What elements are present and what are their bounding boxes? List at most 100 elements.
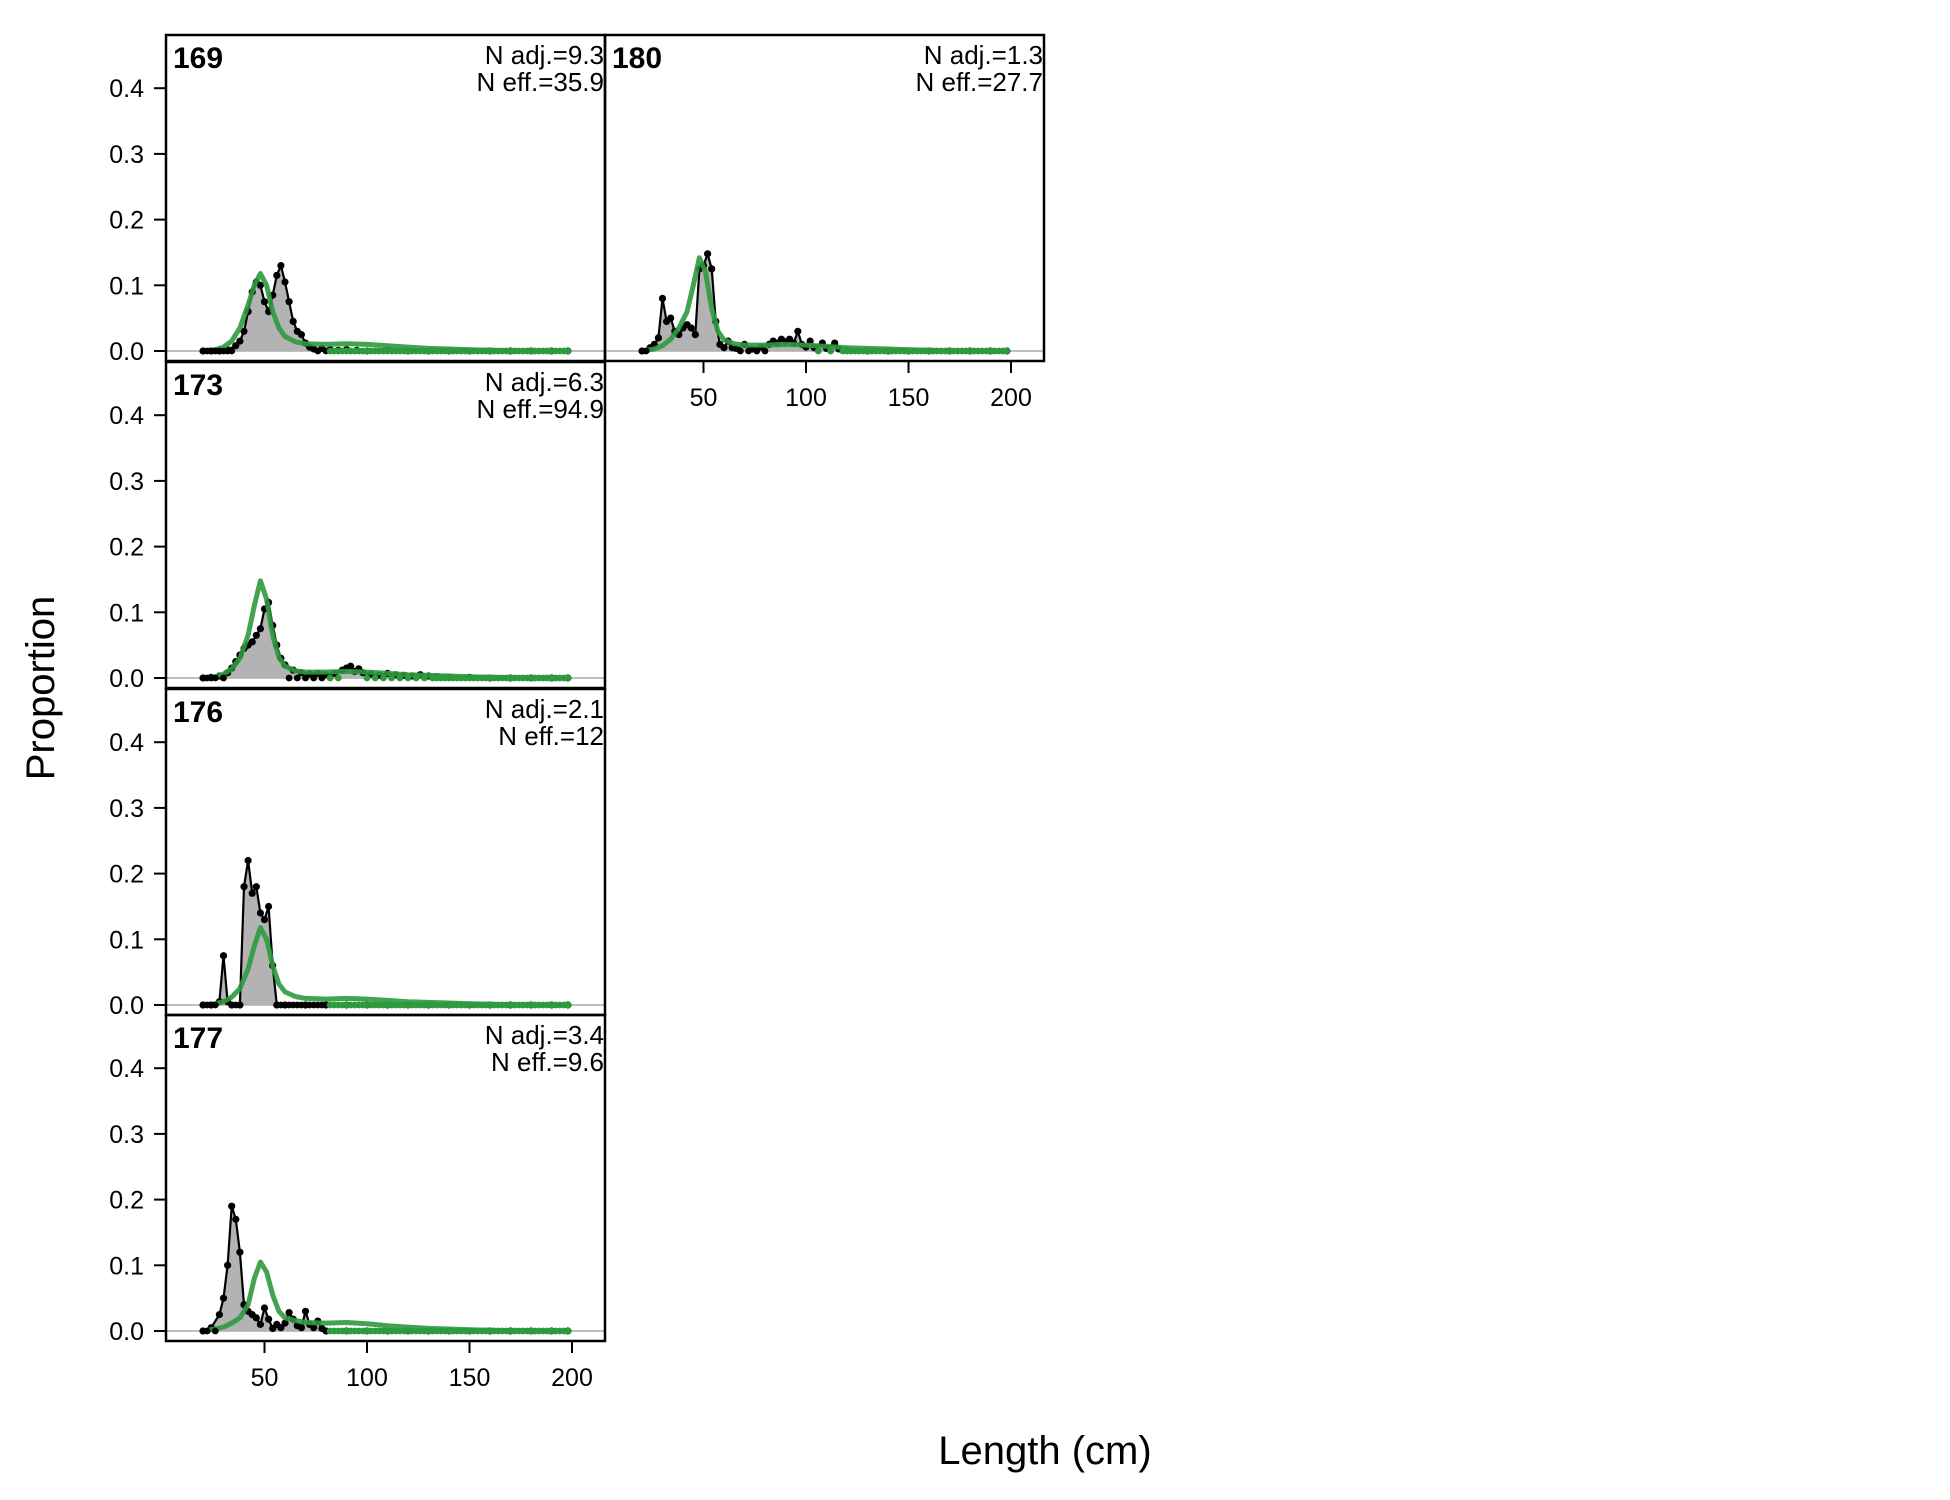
observed-point [232, 1215, 240, 1223]
y-tick-label: 0.3 [109, 1121, 144, 1149]
y-axis-title: Proportion [19, 596, 63, 781]
y-tick-label: 0.4 [109, 729, 144, 757]
zero-point [564, 1001, 572, 1009]
observed-point [281, 1319, 289, 1327]
zero-point [564, 347, 572, 355]
zero-point [203, 1327, 211, 1335]
zero-point [228, 347, 236, 355]
y-tick-label: 0.1 [109, 599, 144, 627]
n-adj-annotation: N adj.=2.1 [485, 694, 604, 724]
zero-point [293, 674, 301, 682]
observed-point [236, 1248, 244, 1256]
observed-point [297, 1324, 305, 1332]
n-eff-annotation: N eff.=27.7 [916, 67, 1043, 97]
observed-point [240, 327, 248, 335]
observed-point [310, 1324, 318, 1332]
observed-point [224, 1261, 232, 1269]
zero-point [421, 674, 428, 682]
y-tick-label: 0.4 [109, 1055, 144, 1083]
observed-point [667, 314, 675, 322]
y-tick-label: 0.2 [109, 861, 144, 889]
panel-label: 173 [173, 369, 223, 402]
observed-point [248, 638, 256, 646]
panel-frame [164, 1013, 607, 1343]
zero-point [380, 674, 387, 682]
observed-point [285, 1309, 293, 1317]
observed-point [240, 883, 248, 891]
y-tick-label: 0.1 [109, 1252, 144, 1280]
x-tick-label: 200 [990, 384, 1032, 412]
zero-point [318, 674, 326, 682]
zero-point [412, 674, 420, 682]
y-tick-label: 0.0 [109, 338, 144, 366]
observed-point [252, 1314, 260, 1322]
observed-point [265, 1315, 273, 1323]
zero-point [314, 347, 322, 355]
y-tick-label: 0.4 [109, 75, 144, 103]
n-eff-annotation: N eff.=12 [498, 721, 604, 751]
observed-point [289, 317, 297, 325]
observed-point [244, 856, 252, 865]
zero-point [814, 347, 822, 355]
observed-point [708, 265, 716, 273]
panel-177: 177 N adj.=3.4N eff.=9.6 0.0 0.1 0.2 0.3 0.4 50… [109, 1013, 607, 1392]
y-tick-label: 0.2 [109, 207, 144, 235]
x-tick-label: 200 [551, 1364, 593, 1392]
zero-point [211, 1001, 219, 1009]
panel-label: 177 [173, 1022, 223, 1055]
observed-point [687, 324, 695, 332]
observed-point [256, 909, 264, 917]
zero-point [211, 1327, 219, 1335]
panel-frame [603, 33, 1046, 363]
x-tick-label: 100 [346, 1364, 388, 1392]
y-tick-label: 0.2 [109, 534, 144, 562]
observed-point [256, 625, 264, 633]
y-tick-label: 0.0 [109, 665, 144, 693]
zero-point [564, 674, 572, 682]
zero-point [642, 347, 650, 355]
n-eff-annotation: N eff.=94.9 [477, 394, 604, 424]
observed-point [248, 889, 256, 897]
y-tick-label: 0.2 [109, 1187, 144, 1215]
observed-area [642, 253, 1007, 351]
observed-point [256, 281, 264, 289]
panels-group: 169 N adj.=9.3N eff.=35.90.00.10.20.30.41… [109, 33, 1046, 1392]
observed-point [256, 1320, 264, 1328]
zero-point [396, 674, 404, 682]
observed-point [219, 1294, 228, 1302]
panel-173: 173 N adj.=6.3N eff.=94.9 0.0 0.1 0.2 0.3 0.4 [109, 360, 607, 693]
observed-area [203, 602, 568, 678]
observed-point [794, 327, 802, 335]
x-tick-label: 150 [888, 384, 930, 412]
observed-point [281, 278, 289, 286]
zero-point [737, 347, 744, 355]
y-tick-label: 0.1 [109, 272, 144, 300]
n-adj-annotation: N adj.=9.3 [485, 40, 604, 70]
zero-point [285, 674, 293, 682]
zero-point [334, 674, 342, 682]
n-adj-annotation: N adj.=3.4 [485, 1020, 604, 1050]
zero-point [310, 674, 318, 682]
y-tick-label: 0.0 [109, 992, 144, 1020]
zero-point [302, 674, 309, 682]
observed-point [347, 662, 355, 670]
x-tick-label: 150 [449, 1364, 491, 1392]
observed-point [277, 262, 285, 270]
observed-point [260, 1304, 269, 1312]
zero-point [761, 347, 769, 355]
panel-label: 169 [173, 42, 223, 75]
observed-point [273, 271, 281, 279]
zero-point [404, 674, 412, 682]
zero-point [211, 674, 219, 682]
panel-176: 176 N adj.=2.1N eff.=12 0.0 0.1 0.2 0.3 0.4 [109, 687, 607, 1020]
observed-point [260, 298, 269, 306]
observed-point [285, 298, 293, 306]
zero-point [371, 674, 379, 682]
zero-point [326, 674, 334, 682]
zero-point [827, 347, 834, 355]
panel-label: 176 [173, 696, 223, 729]
observed-point [658, 294, 667, 302]
x-axis-title: Length (cm) [938, 1429, 1151, 1473]
y-tick-label: 0.3 [109, 795, 144, 823]
zero-point [745, 347, 752, 355]
